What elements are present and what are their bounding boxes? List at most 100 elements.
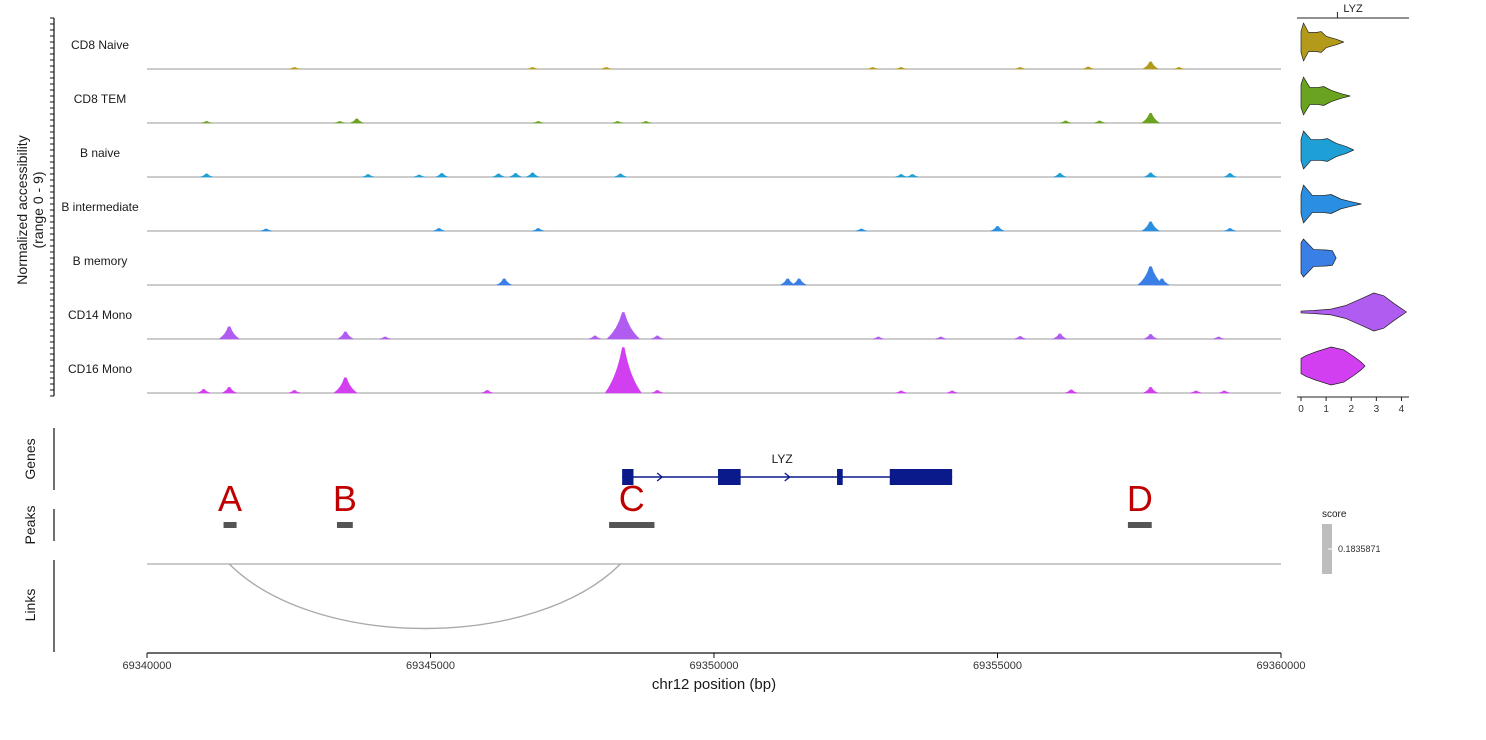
coverage-peak — [867, 67, 879, 70]
coverage-peak — [872, 336, 885, 340]
coverage-peak — [337, 331, 354, 340]
expression-gene-title: LYZ — [1343, 3, 1363, 15]
expression-violin — [1300, 238, 1337, 278]
coverage-peak — [934, 336, 947, 340]
coverage-track: B memory — [73, 254, 1281, 286]
coverage-peak — [496, 278, 512, 286]
coverage-peak — [895, 390, 908, 394]
gene-exon — [837, 469, 843, 485]
peak-bar — [336, 522, 353, 528]
gene-exon — [889, 469, 953, 485]
expression-x-tick-label: 4 — [1399, 404, 1405, 415]
coverage-peak — [435, 173, 449, 178]
peak-letter-label: C — [619, 478, 645, 519]
peak-letter-label: D — [1127, 478, 1153, 519]
coverage-peak — [1223, 173, 1237, 178]
coverage-peak — [1064, 389, 1078, 394]
peak-letter-label: A — [218, 478, 242, 519]
coverage-peak — [221, 387, 237, 394]
peak-bar — [1127, 522, 1152, 528]
coverage-peak — [1212, 336, 1225, 340]
expression-violin — [1300, 292, 1407, 332]
expression-x-tick-label: 0 — [1298, 404, 1304, 415]
coverage-peak — [946, 390, 959, 394]
coverage-peak — [379, 336, 392, 340]
coverage-peak — [895, 67, 907, 70]
links-track-label: Links — [22, 589, 38, 622]
coverage-peak — [1173, 67, 1185, 70]
x-axis-tick-label: 69355000 — [973, 660, 1022, 672]
link-arc — [228, 563, 621, 630]
coverage-peak — [508, 173, 523, 178]
coverage-peak — [532, 228, 545, 232]
coverage-peak — [492, 173, 505, 178]
coverage-peak — [1223, 228, 1237, 232]
coverage-track: B naive — [80, 146, 1281, 178]
peak-bar — [223, 522, 237, 528]
genes-track: Genes LYZ — [22, 428, 953, 490]
coverage-peak — [1014, 336, 1027, 340]
coverage-peak — [1143, 387, 1159, 394]
score-legend: score 0.1835871 — [1322, 509, 1381, 574]
coverage-peak — [855, 228, 868, 232]
coverage-peak — [894, 174, 908, 178]
coverage-track: CD8 TEM — [74, 92, 1281, 124]
score-legend-title: score — [1322, 509, 1347, 520]
coverage-peak — [532, 121, 544, 124]
coverage-track-label: B intermediate — [61, 200, 139, 214]
x-axis-tick-label: 69350000 — [690, 660, 739, 672]
coverage-peak — [197, 389, 211, 394]
coverage-peak — [611, 121, 624, 124]
coverage-peak — [526, 67, 539, 70]
coverage-track: CD16 Mono — [68, 347, 1281, 394]
coverage-track-label: B memory — [73, 254, 128, 268]
peak-bar — [609, 522, 655, 528]
coverage-peak — [218, 326, 241, 340]
coverage-peak — [1082, 66, 1095, 70]
coverage-ylabel-line2: (range 0 - 9) — [30, 171, 46, 248]
coverage-peak — [604, 347, 642, 394]
coverage-track: CD8 Naive — [71, 38, 1281, 70]
coverage-peak — [1059, 120, 1072, 124]
coverage-peak — [1143, 172, 1158, 178]
coverage-track-label: B naive — [80, 146, 120, 160]
coverage-peak — [1053, 173, 1067, 178]
coverage-track-label: CD16 Mono — [68, 362, 132, 376]
coverage-peak — [334, 121, 346, 124]
coverage-peak — [200, 121, 213, 124]
coverage-track-label: CD8 Naive — [71, 38, 129, 52]
coverage-ylabel-line1: Normalized accessibility — [14, 135, 30, 284]
x-axis: chr12 position (bp) 69340000 69345000 6935… — [123, 652, 1306, 693]
coverage-peak — [349, 118, 364, 124]
coverage-peak — [481, 390, 494, 394]
coverage-peak — [791, 278, 807, 286]
coverage-peak — [288, 390, 301, 394]
coverage-peak — [200, 173, 213, 178]
peak-letter-label: B — [333, 478, 357, 519]
coverage-track-label: CD14 Mono — [68, 308, 132, 322]
coverage-peak — [333, 377, 358, 394]
expression-violin — [1300, 184, 1362, 224]
coverage-peak — [1143, 334, 1158, 340]
expression-violin — [1300, 22, 1345, 62]
coverage-peak — [432, 228, 446, 232]
coverage-peak — [1093, 120, 1106, 124]
coverage-peak — [990, 226, 1005, 232]
coverage-track: B intermediate — [61, 200, 1281, 232]
links-track: Links — [22, 560, 1281, 652]
coverage-tracks: CD8 Naive CD8 TEM B naive B intermediate B m… — [61, 38, 1281, 394]
expression-x-tick-label: 2 — [1348, 404, 1354, 415]
coverage-peak — [1140, 221, 1161, 232]
coverage-peak — [1052, 333, 1068, 340]
expression-violin — [1300, 346, 1366, 386]
x-axis-tick-label: 69360000 — [1257, 660, 1306, 672]
coverage-peak — [1140, 113, 1161, 124]
coverage-peak — [288, 67, 301, 70]
x-axis-tick-label: 69340000 — [123, 660, 172, 672]
coverage-peak — [651, 390, 664, 394]
coverage-peak — [906, 174, 919, 178]
score-legend-value: 0.1835871 — [1338, 544, 1381, 554]
coverage-peak — [1014, 67, 1026, 70]
coverage-peak — [600, 67, 612, 70]
coverage-peak — [1218, 390, 1231, 394]
